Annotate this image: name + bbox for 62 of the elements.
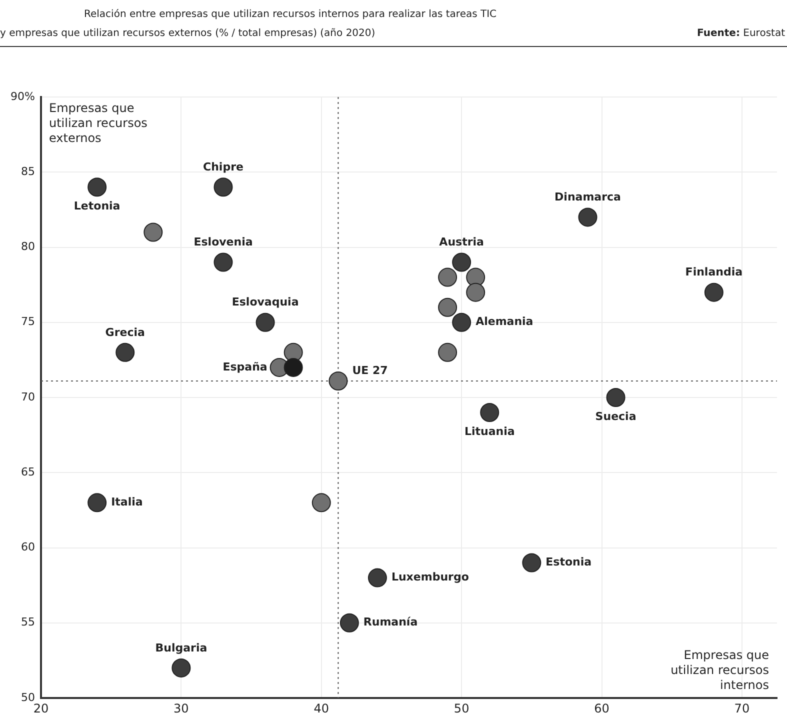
annotation: Rumanía	[363, 616, 418, 629]
point	[522, 553, 542, 572]
annotation: Estonia	[546, 556, 592, 569]
point	[606, 388, 626, 407]
annotation: Bulgaria	[155, 641, 208, 654]
annotation: Luxemburgo	[391, 570, 470, 584]
annotation: Finlandia	[685, 266, 743, 279]
y-tick-label: 50	[21, 690, 35, 704]
point	[88, 493, 107, 512]
y-tick-label: 65	[21, 465, 35, 478]
point	[480, 403, 500, 422]
x-tick-label: 70	[734, 701, 750, 716]
annotation: Lituania	[464, 424, 515, 438]
point	[88, 178, 107, 197]
y-tick-label: 60	[21, 540, 35, 554]
point	[284, 358, 303, 377]
y-tick-label: 85	[21, 164, 35, 178]
y-tick-label: 55	[21, 616, 35, 629]
annotation: UE 27	[352, 364, 388, 377]
x-tick-label: 60	[594, 701, 610, 716]
point	[214, 178, 233, 197]
x-axis-title: Empresas que utilizan recursos internos	[670, 648, 769, 692]
point	[116, 342, 135, 362]
y-tick-label: 80	[21, 240, 35, 254]
point	[466, 282, 486, 302]
annotation: Italia	[111, 496, 143, 509]
annotation: Grecia	[105, 326, 145, 339]
x-tick-label: 40	[314, 701, 330, 716]
point	[452, 312, 472, 332]
point	[312, 493, 331, 512]
annotation: Dinamarca	[554, 190, 621, 204]
y-tick-label: 70	[21, 390, 35, 404]
point	[438, 298, 458, 317]
chart-subtitle: y empresas que utilizan recursos externos (% / total empresas) (año 2020)	[0, 28, 376, 39]
annotation: Chipre	[203, 160, 244, 174]
annotation: Eslovenia	[194, 236, 253, 249]
y-axis-title: Empresas que utilizan recursos externos	[49, 101, 148, 146]
source-note: Fuente: Eurostat	[697, 28, 785, 39]
point	[328, 371, 348, 390]
point	[438, 268, 458, 287]
annotation: Austria	[439, 236, 484, 249]
annotation: Alemania	[476, 315, 534, 328]
point	[144, 222, 163, 242]
point	[256, 312, 275, 332]
x-tick-label: 30	[174, 701, 189, 716]
point	[214, 252, 233, 272]
point	[368, 568, 387, 588]
annotation: España	[222, 360, 268, 374]
chart-title: Relación entre empresas que utilizan recursos internos para realizar las tareas TIC	[84, 9, 497, 20]
annotation: Letonia	[74, 200, 120, 213]
point	[452, 252, 472, 272]
point	[172, 658, 191, 678]
point	[578, 208, 598, 227]
annotation: Suecia	[595, 410, 636, 423]
x-tick-label: 20	[33, 701, 49, 716]
point	[704, 282, 724, 302]
point	[438, 342, 458, 362]
y-tick-label: 75	[21, 315, 35, 328]
point	[340, 613, 359, 632]
annotation: Eslovaquia	[232, 296, 299, 309]
x-tick-label: 50	[454, 701, 470, 716]
y-tick-label: 90%	[10, 90, 35, 103]
